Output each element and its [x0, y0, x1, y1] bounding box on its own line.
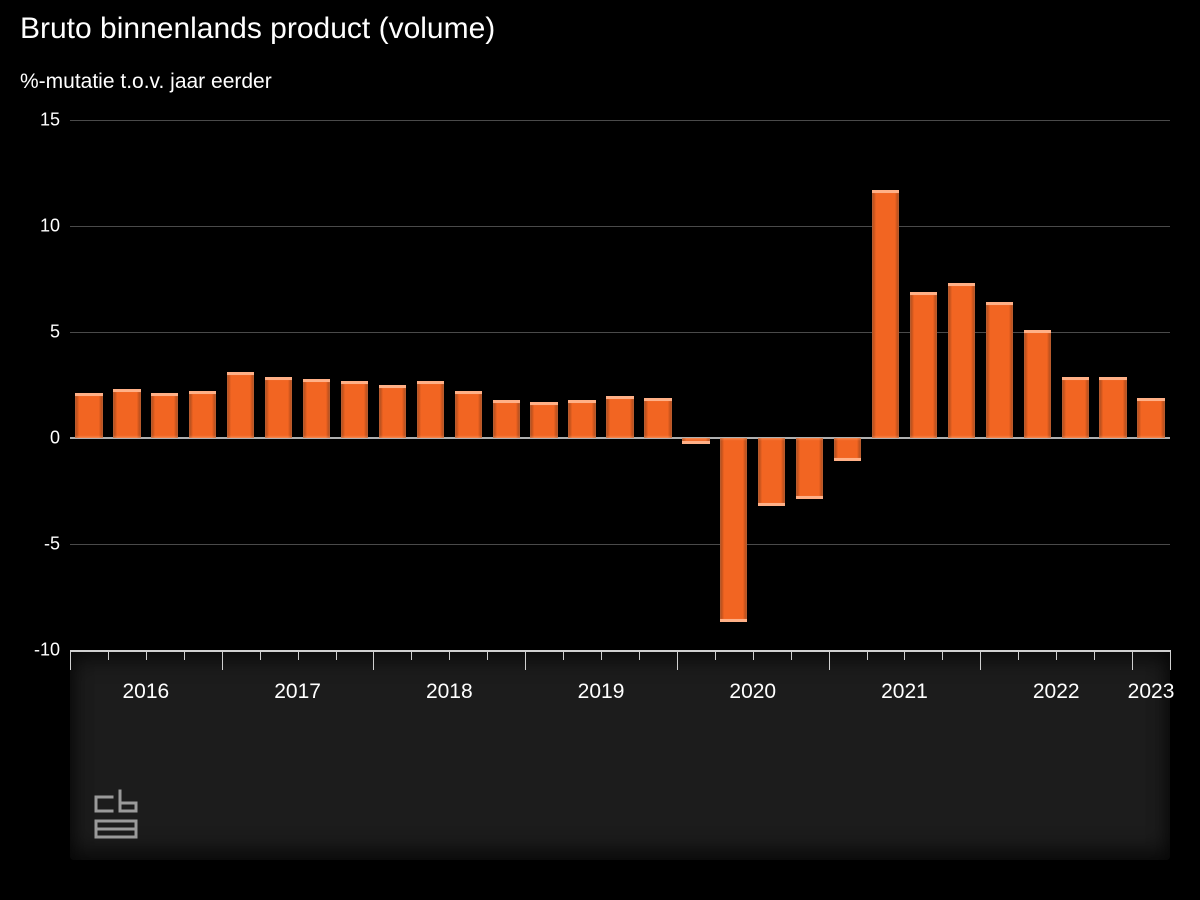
bar	[986, 302, 1013, 438]
x-tick-minor	[1094, 650, 1095, 660]
bar	[151, 393, 178, 438]
plot-area	[70, 120, 1170, 650]
x-tick-major	[980, 650, 981, 670]
bar	[948, 283, 975, 438]
bar	[568, 400, 595, 438]
y-tick-label: 15	[10, 110, 60, 131]
y-tick-label: 5	[10, 322, 60, 343]
bar	[644, 398, 671, 438]
bar	[796, 438, 823, 499]
bar	[493, 400, 520, 438]
bar	[1137, 398, 1164, 438]
x-tick-minor	[563, 650, 564, 660]
bar	[1024, 330, 1051, 438]
bar	[341, 381, 368, 438]
bar	[455, 391, 482, 438]
bar	[417, 381, 444, 438]
bar	[1062, 377, 1089, 438]
bar	[303, 379, 330, 438]
x-axis-label: 2019	[578, 680, 625, 704]
x-tick-minor	[715, 650, 716, 660]
bar	[189, 391, 216, 438]
y-tick-label: 10	[10, 216, 60, 237]
x-axis-label: 2018	[426, 680, 473, 704]
x-axis-baseline	[70, 650, 1170, 652]
x-tick-minor	[1056, 650, 1057, 660]
x-tick-major	[677, 650, 678, 670]
chart-subtitle: %-mutatie t.o.v. jaar eerder	[20, 70, 272, 94]
bar	[834, 438, 861, 461]
bar	[910, 292, 937, 438]
x-tick-minor	[336, 650, 337, 660]
x-tick-minor	[146, 650, 147, 660]
bar	[265, 377, 292, 438]
x-tick-minor	[639, 650, 640, 660]
chart-container: Bruto binnenlands product (volume) %-mut…	[0, 0, 1200, 900]
x-tick-major	[222, 650, 223, 670]
x-tick-minor	[1018, 650, 1019, 660]
bar	[758, 438, 785, 506]
bar	[606, 396, 633, 438]
bar	[1099, 377, 1126, 438]
y-tick-label: -10	[10, 640, 60, 661]
source-logo-icon	[92, 789, 148, 845]
y-tick-label: 0	[10, 428, 60, 449]
x-axis-label: 2021	[881, 680, 928, 704]
x-tick-minor	[601, 650, 602, 660]
x-tick-minor	[867, 650, 868, 660]
bar	[379, 385, 406, 438]
bar	[75, 393, 102, 438]
x-axis-label: 2023	[1128, 680, 1175, 704]
x-tick-minor	[411, 650, 412, 660]
x-tick-minor	[904, 650, 905, 660]
x-tick-minor	[184, 650, 185, 660]
x-tick-minor	[449, 650, 450, 660]
bar	[682, 438, 709, 444]
x-axis-label: 2016	[123, 680, 170, 704]
bar	[530, 402, 557, 438]
x-tick-minor	[260, 650, 261, 660]
x-axis-label: 2017	[274, 680, 321, 704]
x-tick-minor	[942, 650, 943, 660]
chart-title: Bruto binnenlands product (volume)	[20, 12, 495, 46]
x-tick-minor	[108, 650, 109, 660]
bar	[872, 190, 899, 438]
bar	[227, 372, 254, 438]
x-axis-label: 2020	[729, 680, 776, 704]
x-tick-major	[525, 650, 526, 670]
x-tick-minor	[753, 650, 754, 660]
bar-series	[70, 120, 1170, 650]
x-tick-major	[1170, 650, 1171, 670]
x-tick-minor	[298, 650, 299, 660]
x-tick-major	[829, 650, 830, 670]
bar	[720, 438, 747, 622]
bar	[113, 389, 140, 438]
x-tick-minor	[791, 650, 792, 660]
x-axis-label: 2022	[1033, 680, 1080, 704]
y-tick-label: -5	[10, 534, 60, 555]
x-tick-major	[70, 650, 71, 670]
x-tick-major	[373, 650, 374, 670]
x-tick-minor	[487, 650, 488, 660]
x-tick-major	[1132, 650, 1133, 670]
